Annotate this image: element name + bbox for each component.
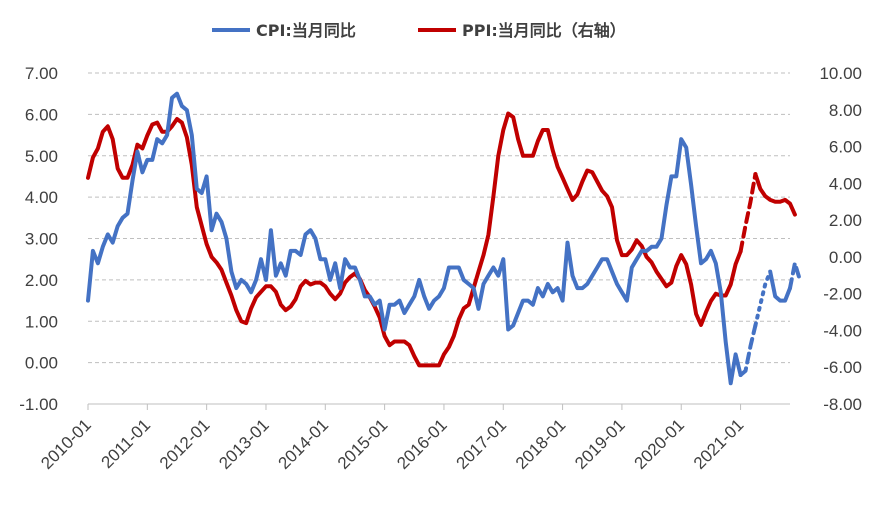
x-tick-label: 2015-01 bbox=[334, 415, 392, 473]
left-tick-label: 2.00 bbox=[25, 271, 58, 290]
left-tick-label: 0.00 bbox=[25, 354, 58, 373]
series-lines bbox=[86, 91, 802, 386]
ppi-forecast-solid-line bbox=[753, 172, 797, 217]
x-tick-label: 2016-01 bbox=[393, 415, 451, 473]
cpi-forecast-dotted-line bbox=[753, 269, 773, 328]
x-tick-label: 2013-01 bbox=[215, 415, 273, 473]
left-tick-label: 3.00 bbox=[25, 230, 58, 249]
cpi-forecast-dashed-line bbox=[738, 323, 758, 377]
cpi-actual-line bbox=[86, 91, 743, 386]
x-axis-ticks: 2010-01 2011-01 2012-01 2013-01 2014-01 2015-… bbox=[37, 403, 790, 473]
right-tick-label: 8.00 bbox=[829, 101, 862, 120]
right-tick-label: 2.00 bbox=[829, 211, 862, 230]
cpi-forecast-solid-line bbox=[768, 269, 792, 303]
right-tick-label: 10.00 bbox=[819, 64, 862, 83]
right-tick-label: -2.00 bbox=[823, 285, 862, 304]
left-tick-label: 1.00 bbox=[25, 312, 58, 331]
gridlines bbox=[88, 72, 790, 405]
legend-label-ppi: PPI:当月同比（右轴） bbox=[462, 21, 626, 40]
x-tick-label: 2011-01 bbox=[97, 415, 154, 472]
right-tick-label: 0.00 bbox=[829, 248, 862, 267]
right-tick-label: -6.00 bbox=[823, 358, 862, 377]
x-tick-label: 2014-01 bbox=[275, 415, 333, 473]
x-tick-label: 2021-01 bbox=[690, 415, 748, 473]
x-tick-label: 2012-01 bbox=[156, 415, 214, 473]
x-tick-label: 2010-01 bbox=[37, 415, 95, 473]
right-tick-label: -8.00 bbox=[823, 395, 862, 414]
left-tick-label: 5.00 bbox=[25, 147, 58, 166]
x-tick-label: 2017-01 bbox=[453, 415, 511, 473]
left-axis-ticks: 7.00 6.00 5.00 4.00 3.00 2.00 1.00 0.00 -1.00 bbox=[19, 64, 58, 414]
cpi-forecast-end-dashed-line bbox=[788, 261, 802, 291]
left-tick-label: 6.00 bbox=[25, 105, 58, 124]
left-tick-label: -1.00 bbox=[19, 395, 58, 414]
ppi-forecast-dashed-line bbox=[738, 172, 758, 254]
right-axis-ticks: 10.00 8.00 6.00 4.00 2.00 0.00 -2.00 -4.00 -6.00… bbox=[819, 64, 862, 414]
right-tick-label: 4.00 bbox=[829, 174, 862, 193]
x-tick-label: 2019-01 bbox=[571, 415, 629, 473]
legend-label-cpi: CPI:当月同比 bbox=[256, 21, 356, 40]
x-tick-label: 2020-01 bbox=[631, 415, 689, 473]
left-tick-label: 7.00 bbox=[25, 64, 58, 83]
right-tick-label: -4.00 bbox=[823, 321, 862, 340]
legend: CPI:当月同比 PPI:当月同比（右轴） bbox=[212, 21, 626, 40]
ppi-actual-line bbox=[86, 111, 743, 368]
right-tick-label: 6.00 bbox=[829, 138, 862, 157]
x-tick-label: 2018-01 bbox=[512, 415, 570, 473]
left-tick-label: 4.00 bbox=[25, 188, 58, 207]
